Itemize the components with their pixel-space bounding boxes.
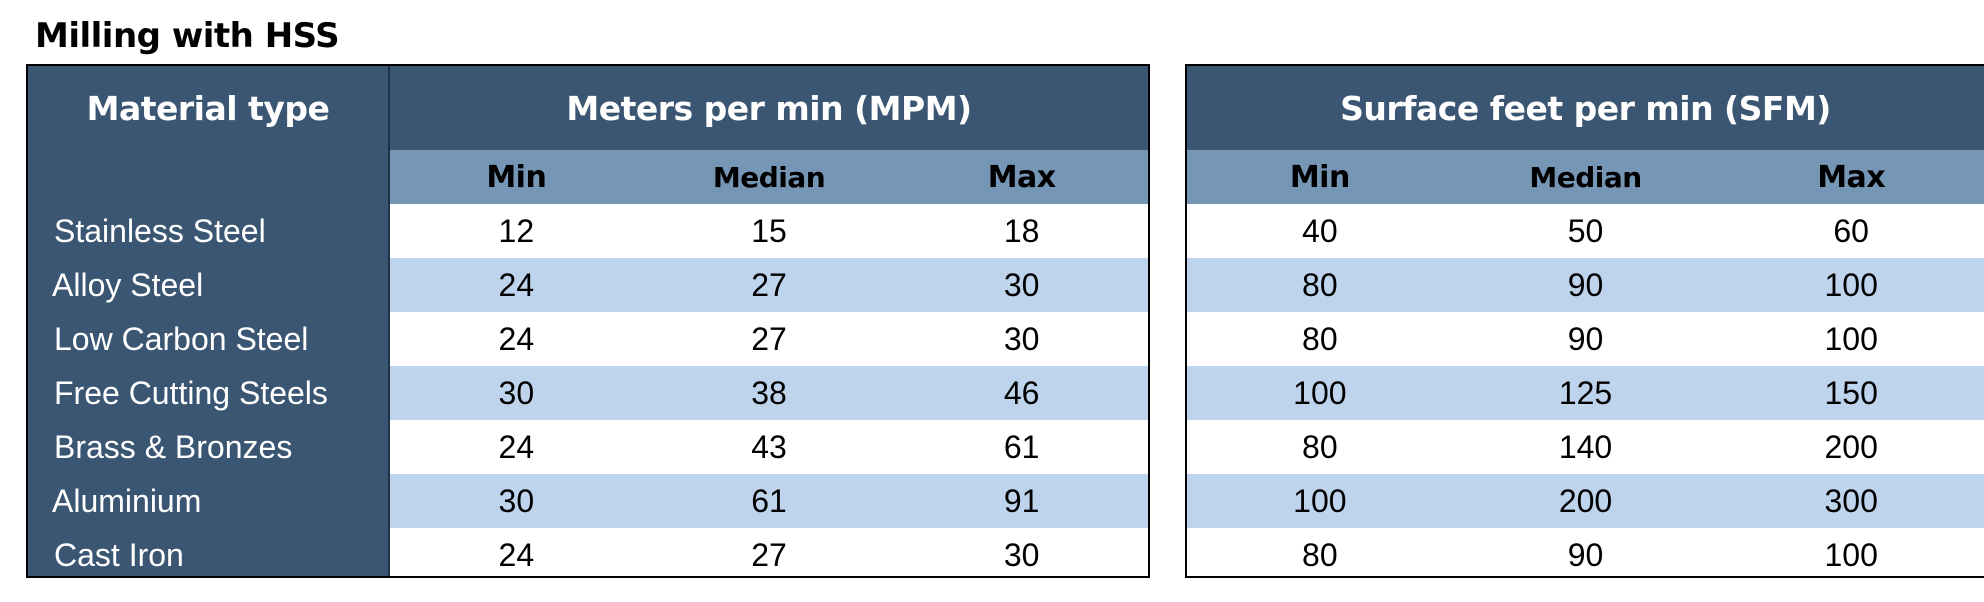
table-row: 30 38 46 [390,366,1148,420]
mpm-min-cell: 24 [498,428,535,465]
mpm-min-cell: 24 [498,320,535,357]
sfm-median-cell: 200 [1558,482,1613,519]
material-header: Material type [86,88,330,128]
table-row: 12 15 18 [390,204,1148,258]
mpm-median-cell: 27 [751,320,787,357]
sfm-max-cell: 200 [1824,428,1878,465]
min-header: Min [486,159,547,195]
median-header: Median [712,160,826,194]
table-row: 40 50 60 [1187,204,1984,258]
material-label: Alloy Steel [52,266,204,303]
sfm-median-cell: 90 [1567,266,1604,303]
mpm-median-cell: 15 [751,212,787,249]
sfm-max-cell: 100 [1824,266,1878,303]
mpm-min-cell: 30 [498,482,535,519]
sfm-min-cell: 80 [1302,266,1338,303]
sfm-header: Surface feet per min (SFM) [1187,66,1984,150]
page-title: Milling with HSS [35,16,340,56]
material-label: Stainless Steel [54,212,266,249]
mpm-median-cell: 61 [751,482,787,519]
mpm-max-cell: 30 [1003,320,1040,357]
sfm-max-cell: 300 [1824,482,1878,519]
mpm-min-cell: 12 [498,212,535,249]
sfm-median-cell: 140 [1558,428,1613,465]
material-label: Aluminium [52,482,202,519]
table-row: 80 90 100 [1187,528,1984,576]
sfm-min-cell: 80 [1302,536,1338,573]
min-header: Min [1289,159,1350,195]
mpm-header: Meters per min (MPM) [390,66,1148,150]
material-label: Free Cutting Steels [54,374,328,411]
sfm-median-cell: 90 [1567,320,1604,357]
mpm-min-cell: 30 [498,374,535,411]
sfm-min-cell: 40 [1302,212,1338,249]
sfm-median-cell: 50 [1567,212,1604,249]
mpm-max-cell: 46 [1003,374,1040,411]
material-label: Low Carbon Steel [54,320,309,357]
sfm-min-cell: 100 [1293,482,1347,519]
mpm-table: Material type Stainless Steel Alloy Stee… [26,64,1150,578]
material-column: Material type Stainless Steel Alloy Stee… [28,66,390,576]
table-row: 100 125 150 [1187,366,1984,420]
table-row: 24 27 30 [390,258,1148,312]
mpm-max-cell: 30 [1003,266,1040,303]
mpm-max-cell: 91 [1003,482,1040,519]
table-row: 30 61 91 [390,474,1148,528]
mpm-subheader: Min Median Max [390,150,1148,204]
sfm-table: Surface feet per min (SFM) Min Median Ma… [1185,64,1984,578]
mpm-grid: Meters per min (MPM) Min Median Max 12 1… [390,66,1148,576]
sfm-min-cell: 80 [1302,320,1338,357]
sfm-min-cell: 80 [1302,428,1338,465]
mpm-max-cell: 30 [1003,536,1040,573]
sfm-median-cell: 90 [1567,536,1604,573]
material-label: Cast Iron [54,536,184,573]
sfm-max-cell: 150 [1824,374,1878,411]
mpm-max-cell: 18 [1003,212,1040,249]
table-row: 24 27 30 [390,528,1148,576]
mpm-min-cell: 24 [498,266,535,303]
median-header: Median [1529,160,1642,194]
table-row: 24 43 61 [390,420,1148,474]
max-header: Max [987,159,1056,195]
sfm-median-cell: 125 [1558,374,1613,411]
max-header: Max [1817,159,1886,195]
sfm-grid: Surface feet per min (SFM) Min Median Ma… [1187,66,1984,576]
sfm-subheader: Min Median Max [1187,150,1984,204]
mpm-median-cell: 38 [751,374,787,411]
sfm-max-cell: 100 [1824,536,1878,573]
mpm-max-cell: 61 [1003,428,1040,465]
mpm-median-cell: 43 [751,428,787,465]
mpm-min-cell: 24 [498,536,535,573]
mpm-median-cell: 27 [751,266,787,303]
sfm-min-cell: 100 [1293,374,1347,411]
sfm-max-cell: 100 [1824,320,1878,357]
material-label: Brass & Bronzes [54,428,293,465]
table-row: 100 200 300 [1187,474,1984,528]
sfm-max-cell: 60 [1833,212,1869,249]
mpm-median-cell: 27 [751,536,787,573]
table-row: 80 140 200 [1187,420,1984,474]
table-row: 24 27 30 [390,312,1148,366]
table-row: 80 90 100 [1187,312,1984,366]
table-row: 80 90 100 [1187,258,1984,312]
